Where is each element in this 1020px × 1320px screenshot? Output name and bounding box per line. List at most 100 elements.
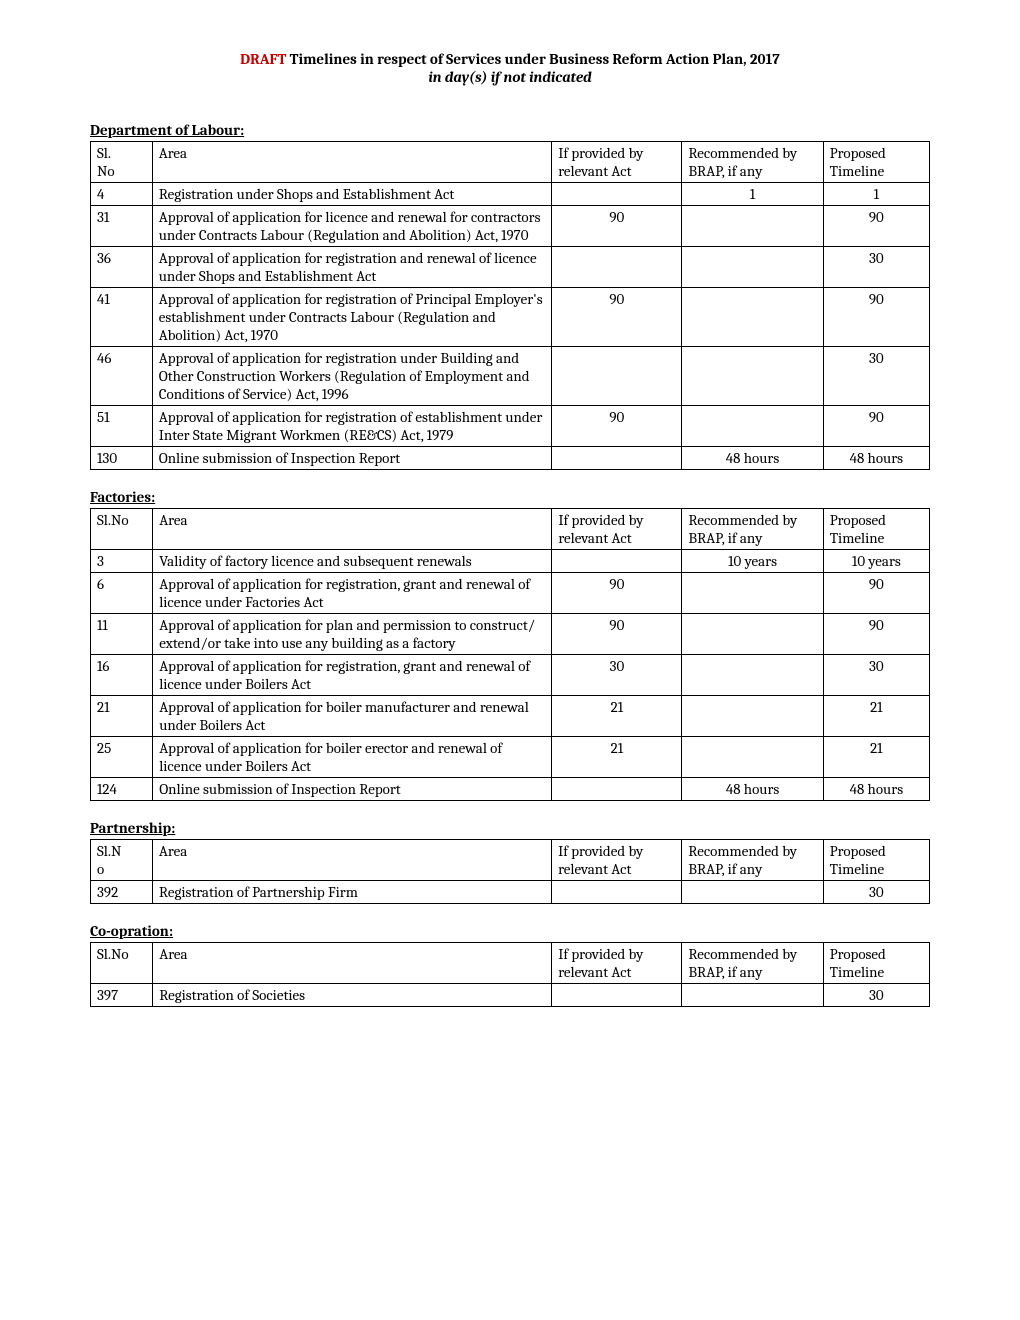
cell-slno: 3: [91, 550, 153, 573]
cell-brap: [682, 655, 823, 696]
cell-area: Approval of application for registration…: [152, 288, 552, 347]
cell-slno: 25: [91, 737, 153, 778]
col-header-act: If provided by relevant Act: [552, 509, 682, 550]
table-row: 31Approval of application for licence an…: [91, 206, 930, 247]
cell-prop: 21: [823, 696, 929, 737]
col-header-prop: Proposed Timeline: [823, 142, 929, 183]
cell-brap: [682, 247, 823, 288]
cell-brap: 48 hours: [682, 778, 823, 801]
col-header-prop: Proposed Timeline: [823, 509, 929, 550]
col-header-area: Area: [153, 943, 552, 984]
table-row: 41Approval of application for registrati…: [91, 288, 930, 347]
cell-act: [552, 347, 682, 406]
cell-area: Online submission of Inspection Report: [153, 778, 552, 801]
table-row: 21Approval of application for boiler man…: [91, 696, 930, 737]
cell-area: Approval of application for boiler erect…: [153, 737, 552, 778]
table-row: 3Validity of factory licence and subsequ…: [91, 550, 930, 573]
section-heading: Department of Labour:: [90, 121, 930, 139]
cell-area: Validity of factory licence and subseque…: [153, 550, 552, 573]
section-heading: Factories:: [90, 488, 930, 506]
cell-prop: 90: [823, 573, 929, 614]
timeline-table: Sl.NoAreaIf provided by relevant ActReco…: [90, 508, 930, 801]
cell-brap: [682, 347, 823, 406]
section-heading: Co-opration:: [90, 922, 930, 940]
cell-prop: 30: [823, 984, 929, 1007]
cell-act: 30: [552, 655, 682, 696]
cell-act: [552, 778, 682, 801]
col-header-area: Area: [152, 142, 552, 183]
cell-prop: 90: [823, 288, 929, 347]
cell-slno: 51: [91, 406, 153, 447]
timeline-table: Sl.NoAreaIf provided by relevant ActReco…: [90, 141, 930, 470]
cell-act: [552, 183, 682, 206]
cell-brap: [682, 406, 823, 447]
cell-brap: [682, 696, 823, 737]
cell-brap: [682, 614, 823, 655]
table-row: 11Approval of application for plan and p…: [91, 614, 930, 655]
cell-area: Approval of application for plan and per…: [153, 614, 552, 655]
cell-prop: 30: [823, 881, 929, 904]
cell-act: [552, 447, 682, 470]
col-header-brap: Recommended by BRAP, if any: [682, 142, 823, 183]
cell-slno: 16: [91, 655, 153, 696]
col-header-area: Area: [152, 840, 551, 881]
cell-brap: [682, 984, 823, 1007]
cell-act: [552, 984, 682, 1007]
cell-area: Registration under Shops and Establishme…: [152, 183, 552, 206]
cell-brap: [682, 881, 823, 904]
col-header-act: If provided by relevant Act: [552, 840, 682, 881]
col-header-slno: Sl.No: [91, 840, 153, 881]
cell-area: Registration of Societies: [153, 984, 552, 1007]
cell-brap: [682, 573, 823, 614]
col-header-brap: Recommended by BRAP, if any: [682, 943, 823, 984]
cell-area: Approval of application for registration…: [152, 347, 552, 406]
cell-brap: [682, 288, 823, 347]
table-row: 36Approval of application for registrati…: [91, 247, 930, 288]
cell-brap: 48 hours: [682, 447, 823, 470]
cell-brap: 10 years: [682, 550, 823, 573]
cell-prop: 30: [823, 655, 929, 696]
title-draft: DRAFT: [240, 50, 286, 68]
cell-slno: 6: [91, 573, 153, 614]
table-row: 4Registration under Shops and Establishm…: [91, 183, 930, 206]
col-header-prop: Proposed Timeline: [823, 840, 929, 881]
cell-act: 90: [552, 406, 682, 447]
cell-act: 90: [552, 614, 682, 655]
col-header-brap: Recommended by BRAP, if any: [682, 840, 823, 881]
cell-brap: [682, 206, 823, 247]
table-row: 46Approval of application for registrati…: [91, 347, 930, 406]
title-main: Timelines in respect of Services under B…: [286, 50, 779, 68]
table-row: 6Approval of application for registratio…: [91, 573, 930, 614]
table-row: 16Approval of application for registrati…: [91, 655, 930, 696]
title-subtitle: in day(s) if not indicated: [428, 68, 591, 86]
cell-brap: [682, 737, 823, 778]
cell-area: Approval of application for registration…: [153, 573, 552, 614]
cell-slno: 124: [91, 778, 153, 801]
cell-prop: 48 hours: [823, 778, 929, 801]
cell-prop: 90: [823, 406, 929, 447]
table-row: 51Approval of application for registrati…: [91, 406, 930, 447]
cell-slno: 36: [91, 247, 153, 288]
col-header-brap: Recommended by BRAP, if any: [682, 509, 823, 550]
timeline-table: Sl.NoAreaIf provided by relevant ActReco…: [90, 839, 930, 904]
col-header-area: Area: [153, 509, 552, 550]
table-row: 130Online submission of Inspection Repor…: [91, 447, 930, 470]
cell-slno: 41: [91, 288, 153, 347]
document-title: DRAFT Timelines in respect of Services u…: [90, 50, 930, 86]
cell-brap: 1: [682, 183, 823, 206]
cell-slno: 21: [91, 696, 153, 737]
col-header-prop: Proposed Timeline: [823, 943, 929, 984]
cell-slno: 11: [91, 614, 153, 655]
cell-area: Approval of application for registration…: [153, 655, 552, 696]
col-header-act: If provided by relevant Act: [552, 943, 682, 984]
cell-area: Registration of Partnership Firm: [152, 881, 551, 904]
cell-act: 21: [552, 696, 682, 737]
col-header-act: If provided by relevant Act: [552, 142, 682, 183]
cell-act: [552, 881, 682, 904]
cell-slno: 31: [91, 206, 153, 247]
cell-area: Approval of application for registration…: [152, 406, 552, 447]
table-row: 124Online submission of Inspection Repor…: [91, 778, 930, 801]
cell-area: Online submission of Inspection Report: [152, 447, 552, 470]
cell-area: Approval of application for registration…: [152, 247, 552, 288]
cell-act: [552, 247, 682, 288]
